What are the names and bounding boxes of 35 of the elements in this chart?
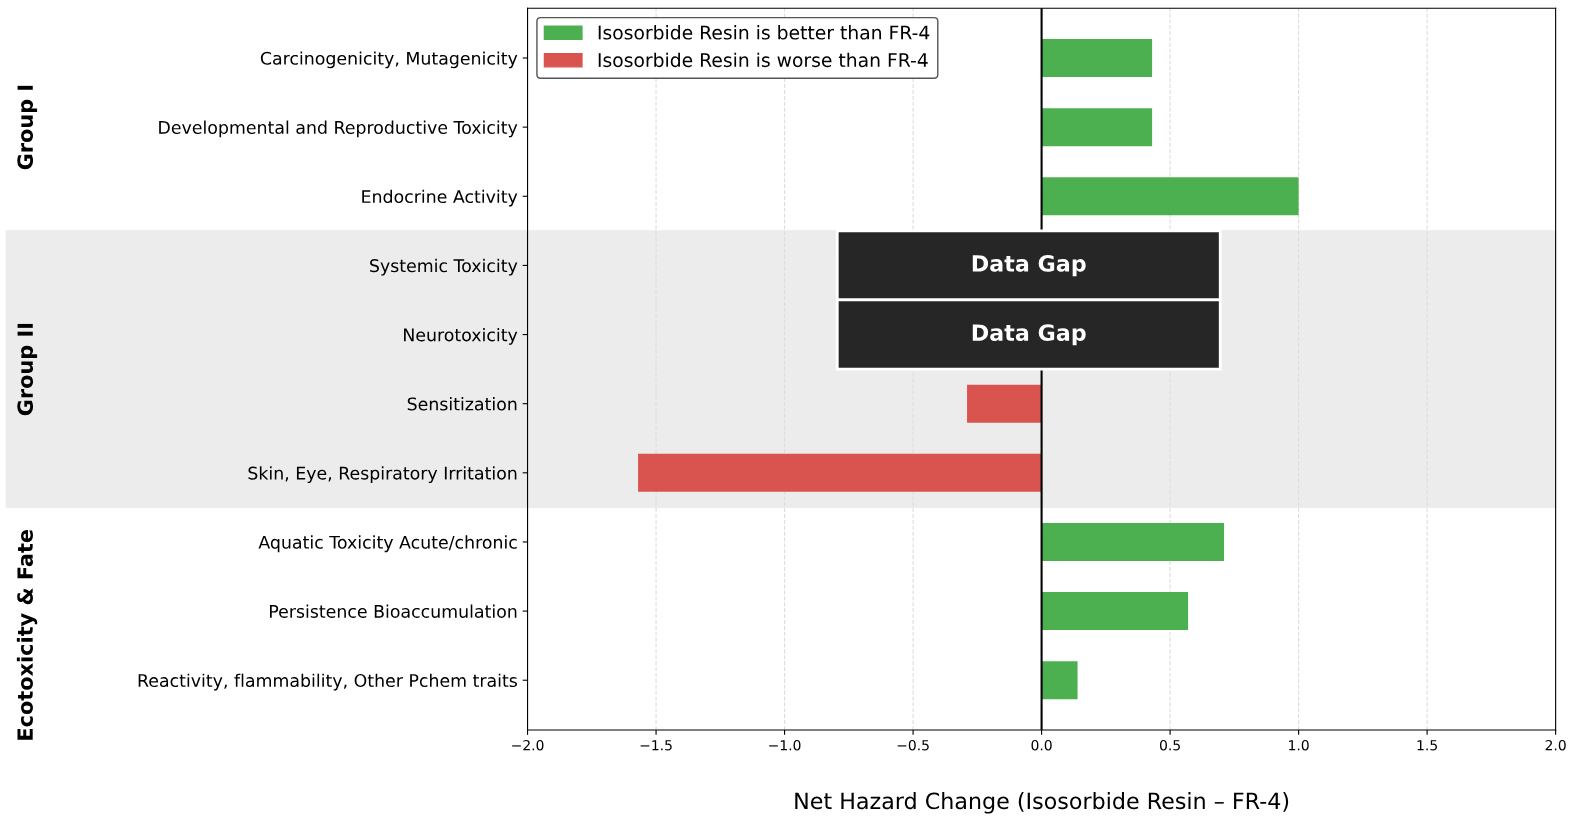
- y-tick-label: Reactivity, flammability, Other Pchem traits: [138, 673, 517, 691]
- annotation: Data Gap: [972, 255, 1086, 277]
- annotation: Data Gap: [972, 324, 1086, 346]
- x-tick-label: −0.5: [897, 739, 929, 751]
- bar: [1041, 661, 1078, 700]
- y-tick-label: Skin, Eye, Respiratory Irritation: [248, 466, 517, 484]
- y-tick-label: Carcinogenicity, Mutagenicity: [260, 51, 518, 69]
- bar: [1041, 522, 1225, 561]
- y-tick-label: Sensitization: [407, 397, 517, 411]
- x-tick-label: 1.0: [1289, 739, 1309, 751]
- y-tick-label: Systemic Toxicity: [370, 258, 518, 276]
- y-tick-label: Persistence Bioaccumulation: [270, 604, 517, 618]
- y-tick-label: Neurotoxicity: [404, 327, 518, 345]
- bar: [1041, 177, 1299, 216]
- bar: [1041, 39, 1153, 78]
- y-tick-label: Developmental and Reproductive Toxicity: [159, 120, 518, 138]
- y-tick-label: Endocrine Activity: [362, 189, 518, 207]
- x-tick-label: 1.5: [1417, 740, 1437, 751]
- bar: [967, 384, 1042, 423]
- legend-label: Isosorbide Resin is worse than FR-4: [598, 52, 928, 68]
- x-axis-title: Net Hazard Change (Isosorbide Resin – FR-4): [795, 792, 1289, 814]
- bar: [1041, 108, 1153, 147]
- bar: [1041, 592, 1189, 631]
- x-tick-label: −1.5: [640, 740, 672, 751]
- x-tick-label: −2.0: [512, 739, 544, 751]
- text: Group II: [17, 323, 38, 416]
- x-tick-label: 2.0: [1545, 739, 1566, 751]
- text: Group I: [17, 85, 38, 170]
- legend-label: Isosorbide Resin is better than FR-4: [598, 25, 930, 40]
- x-tick-label: 0.0: [1031, 739, 1052, 751]
- bar: [638, 453, 1042, 492]
- x-tick-label: 0.5: [1159, 739, 1180, 751]
- y-tick-label: Aquatic Toxicity Acute/chronic: [258, 535, 517, 553]
- text: Ecotoxicity & Fate: [16, 529, 38, 740]
- x-tick-label: −1.0: [769, 739, 801, 751]
